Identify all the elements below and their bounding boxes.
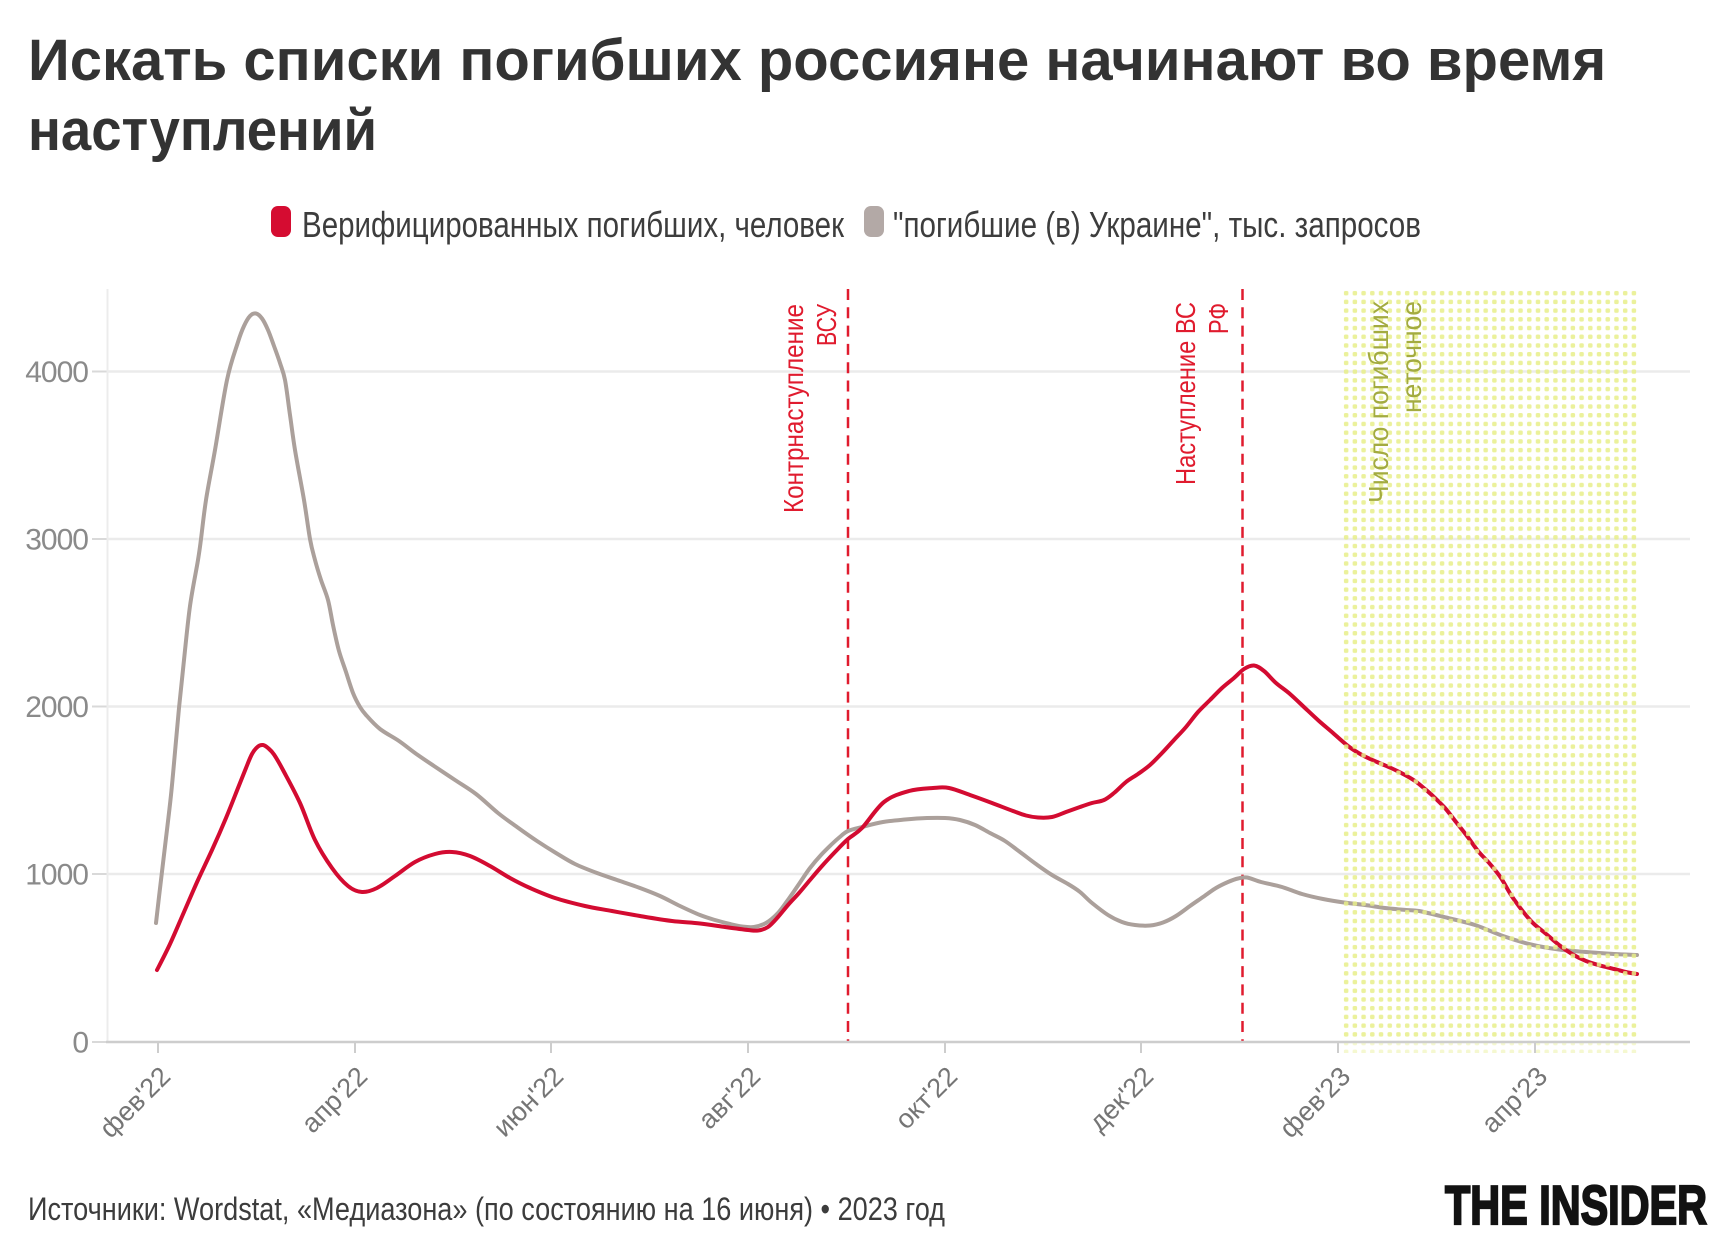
svg-text:Источники: Wordstat, «Медиазон: Источники: Wordstat, «Медиазона» (по сос…: [28, 1191, 945, 1227]
svg-text:Искать списки погибших россиян: Искать списки погибших россияне начинают…: [28, 28, 1606, 93]
svg-text:неточное: неточное: [1396, 301, 1427, 413]
svg-text:3000: 3000: [25, 524, 88, 557]
svg-text:наступлений: наступлений: [28, 98, 377, 163]
svg-text:4000: 4000: [25, 356, 88, 389]
svg-text:"погибшие (в) Украине", тыс. з: "погибшие (в) Украине", тыс. запросов: [893, 204, 1421, 245]
svg-text:ВСУ: ВСУ: [811, 304, 842, 346]
svg-text:2000: 2000: [25, 691, 88, 724]
svg-text:РФ: РФ: [1203, 303, 1234, 334]
svg-text:Контрнаступление: Контрнаступление: [778, 304, 809, 513]
svg-text:Наступление ВС: Наступление ВС: [1170, 302, 1201, 485]
svg-text:Число погибших: Число погибших: [1363, 301, 1394, 503]
svg-text:0: 0: [72, 1027, 88, 1060]
svg-text:THE INSIDER: THE INSIDER: [1445, 1174, 1707, 1236]
svg-text:Верифицированных погибших, чел: Верифицированных погибших, человек: [302, 204, 844, 245]
svg-text:1000: 1000: [25, 859, 88, 892]
